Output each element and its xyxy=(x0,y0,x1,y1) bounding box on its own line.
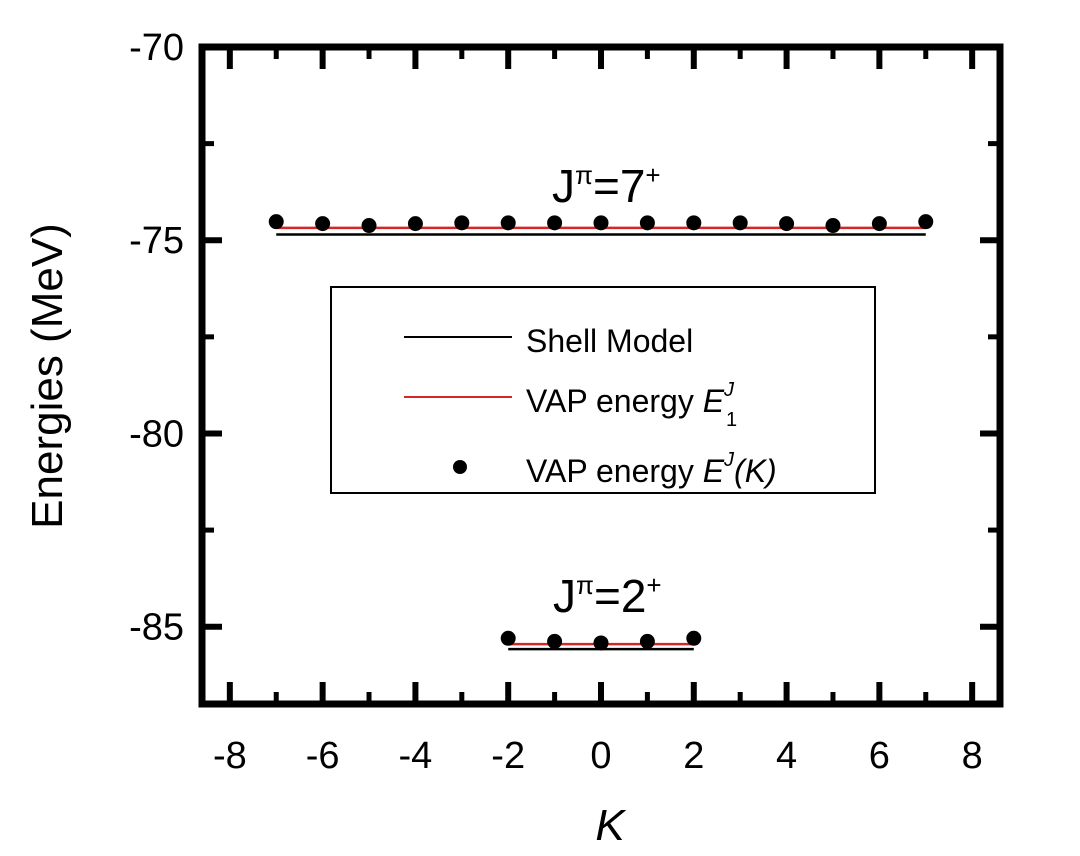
vap-ek-point xyxy=(268,214,284,230)
legend: Shell Model VAP energy EJ 1 VAP energy EJ… xyxy=(330,286,876,494)
vap-ek-point xyxy=(407,216,423,232)
vap-ek-point xyxy=(547,633,563,649)
y-tick-label: -80 xyxy=(129,413,184,455)
ticks-layer xyxy=(202,44,1000,704)
vap-ek-point xyxy=(593,635,609,651)
labels-layer: -8 -6 -4 -2 0 2 4 6 8 -70 -75 -80 -85 xyxy=(129,27,983,777)
vap-ek-point xyxy=(500,215,516,231)
vap-ek-point xyxy=(825,218,841,234)
legend-label-vap-e1: VAP energy EJ 1 xyxy=(526,379,737,431)
vap-ek-point xyxy=(547,215,563,231)
legend-label-vap-ek: VAP energy EJ(K) xyxy=(526,449,777,489)
legend-swatch-vap-ek xyxy=(453,460,467,474)
x-tick-label: 8 xyxy=(962,735,983,777)
x-tick-label: 0 xyxy=(590,735,611,777)
x-tick-label: 6 xyxy=(869,735,890,777)
vap-ek-point xyxy=(593,215,609,231)
vap-ek-point xyxy=(686,215,702,231)
vap-ek-point xyxy=(779,216,795,232)
vap-ek-point xyxy=(454,215,470,231)
y-tick-label: -85 xyxy=(129,607,184,649)
legend-box xyxy=(330,286,876,494)
plot-layer xyxy=(268,214,934,651)
vap-ek-point xyxy=(315,216,331,232)
vap-ek-point xyxy=(361,218,377,234)
x-axis-title: K xyxy=(595,801,626,850)
vap-ek-point xyxy=(639,633,655,649)
annotation-j7: Jπ=7+ xyxy=(552,160,661,212)
y-axis-title: Energies (MeV) xyxy=(23,223,72,529)
vap-ek-point xyxy=(500,630,516,646)
x-tick-label: 2 xyxy=(683,735,704,777)
vap-ek-point xyxy=(732,215,748,231)
x-tick-label: -6 xyxy=(306,735,340,777)
vap-ek-point xyxy=(639,215,655,231)
vap-ek-point xyxy=(686,630,702,646)
x-tick-label: 4 xyxy=(776,735,797,777)
annotation-j2: Jπ=2+ xyxy=(553,570,662,622)
vap-ek-point xyxy=(918,214,934,230)
vap-ek-point xyxy=(871,216,887,232)
x-tick-label: -2 xyxy=(491,735,525,777)
y-tick-label: -75 xyxy=(129,220,184,262)
x-tick-label: -4 xyxy=(399,735,433,777)
x-tick-label: -8 xyxy=(213,735,247,777)
legend-label-shell-model: Shell Model xyxy=(526,323,693,359)
y-tick-label: -70 xyxy=(129,27,184,69)
